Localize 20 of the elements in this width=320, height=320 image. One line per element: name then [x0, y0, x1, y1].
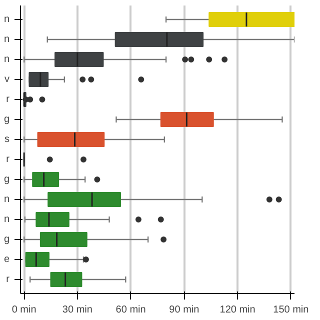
x-tick-label: 150 min — [273, 304, 309, 316]
y-tick-label: r — [6, 94, 10, 105]
y-tick-label: g — [4, 234, 10, 245]
y-tick-label: n — [4, 14, 10, 25]
x-tick-label: 120 min — [220, 304, 256, 316]
x-tick-label: 60 min — [116, 304, 146, 316]
y-tick-label: g — [4, 174, 10, 185]
y-tick-label: n — [4, 34, 10, 45]
x-tick-label: 90 min — [169, 304, 200, 316]
y-tick-label: g — [4, 114, 10, 125]
y-tick-label: v — [4, 74, 10, 85]
y-tick-label: n — [4, 214, 10, 225]
y-tick-label: n — [4, 194, 10, 205]
x-tick-label: 0 min — [12, 304, 36, 316]
y-tick-label: s — [4, 134, 10, 145]
y-tick-label: r — [6, 274, 10, 285]
x-tick-label: 30 min — [62, 304, 92, 316]
y-tick-label: n — [4, 54, 10, 65]
y-tick-label: r — [6, 154, 10, 165]
y-tick-label: e — [4, 254, 10, 265]
